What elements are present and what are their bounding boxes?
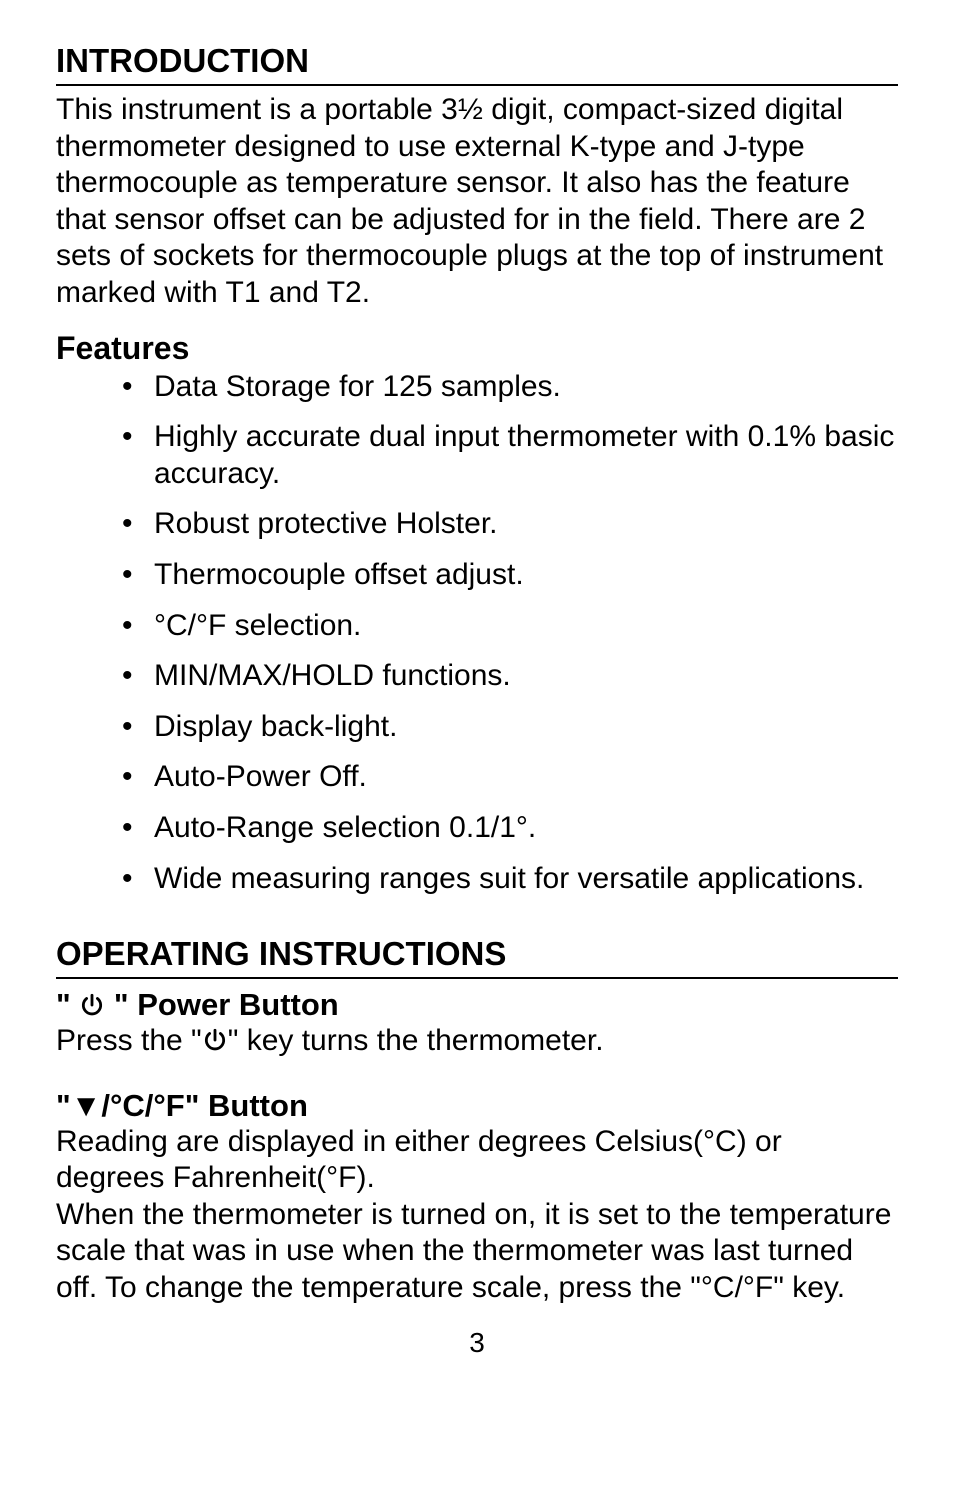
power-head-suffix: " Power Button — [105, 987, 338, 1022]
list-item: Display back-light. — [122, 709, 898, 746]
list-item: MIN/MAX/HOLD functions. — [122, 658, 898, 695]
power-button-heading: " " Power Button — [56, 987, 898, 1023]
cf-button-body: Reading are displayed in either degrees … — [56, 1124, 898, 1307]
features-heading: Features — [56, 330, 898, 367]
list-item: Auto-Power Off. — [122, 759, 898, 796]
list-item: Highly accurate dual input thermometer w… — [122, 419, 898, 492]
power-body-suffix: " key turns the thermometer. — [228, 1024, 604, 1057]
power-icon — [79, 992, 105, 1018]
page-number: 3 — [56, 1327, 898, 1359]
list-item: °C/°F selection. — [122, 608, 898, 645]
list-item: Wide measuring ranges suit for versatile… — [122, 861, 898, 898]
list-item: Thermocouple offset adjust. — [122, 557, 898, 594]
introduction-paragraph: This instrument is a portable 3½ digit, … — [56, 92, 898, 312]
power-head-prefix: " — [56, 987, 79, 1022]
list-item: Robust protective Holster. — [122, 506, 898, 543]
power-icon — [202, 1027, 228, 1053]
power-button-body: Press the " " key turns the thermometer. — [56, 1023, 898, 1060]
operating-heading: OPERATING INSTRUCTIONS — [56, 935, 898, 979]
cf-button-heading: "▼/°C/°F" Button — [56, 1088, 898, 1124]
introduction-heading: INTRODUCTION — [56, 42, 898, 86]
features-list: Data Storage for 125 samples. Highly acc… — [56, 369, 898, 898]
power-body-prefix: Press the " — [56, 1024, 202, 1057]
list-item: Auto-Range selection 0.1/1°. — [122, 810, 898, 847]
list-item: Data Storage for 125 samples. — [122, 369, 898, 406]
